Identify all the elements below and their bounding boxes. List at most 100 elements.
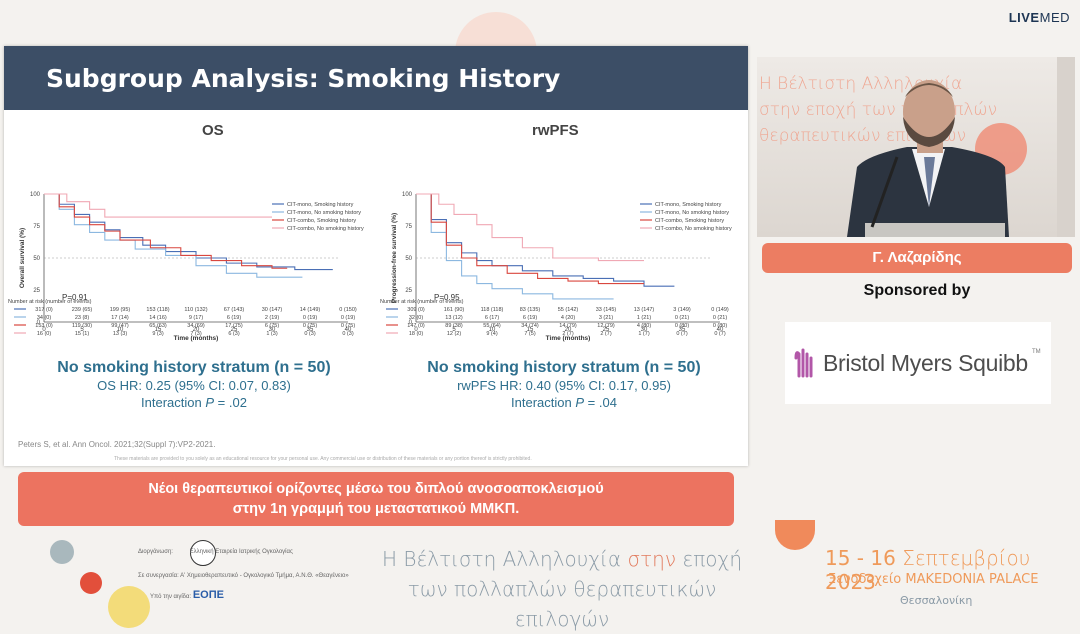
- decor-circle: [50, 540, 74, 564]
- x-tick-label: 10: [117, 327, 124, 333]
- risk-cell: 67 (143): [224, 307, 245, 313]
- risk-cell: 1 (3): [266, 331, 277, 337]
- risk-cell: 17 (75): [225, 323, 243, 329]
- risk-cell: 83 (135): [520, 307, 541, 313]
- y-axis-label: Overall survival (%): [19, 228, 26, 288]
- decor-circle: [80, 572, 102, 594]
- pfs-hr-line: rwPFS HR: 0.40 (95% CI: 0.17, 0.95): [457, 378, 671, 393]
- decor-circle: [190, 540, 216, 566]
- risk-cell: 147 (0): [407, 323, 425, 329]
- legend-entry: CIT-mono, Smoking history: [655, 202, 722, 208]
- risk-cell: 55 (142): [558, 307, 579, 313]
- x-axis-label: Time (months): [546, 335, 591, 342]
- os-panel-title: OS: [202, 122, 224, 139]
- pfs-interaction-line: Interaction P = .04: [511, 395, 617, 410]
- slide-header: Subgroup Analysis: Smoking History: [4, 46, 748, 110]
- y-tick-label: 100: [402, 192, 413, 198]
- risk-cell: 9 (4): [486, 331, 497, 337]
- risk-cell: 18 (0): [409, 331, 424, 337]
- x-tick-label: 35: [307, 327, 314, 333]
- risk-cell: 2 (7): [562, 331, 573, 337]
- x-tick-label: 40: [717, 327, 724, 333]
- x-tick-label: 30: [269, 327, 276, 333]
- risk-cell: 6 (19): [227, 315, 242, 321]
- pfs-stratum-heading: No smoking history stratum (n = 50): [427, 359, 701, 376]
- slide-title: Subgroup Analysis: Smoking History: [46, 64, 561, 93]
- speaker-person: [847, 57, 1075, 237]
- legend-entry: CIT-combo, Smoking history: [655, 218, 724, 224]
- risk-cell: 309 (0): [407, 307, 425, 313]
- risk-cell: 0 (149): [711, 307, 729, 313]
- pfs-panel-title: rwPFS: [532, 122, 579, 139]
- event-dates: 15 - 16 Σεπτεμβρίου 2023: [825, 546, 1031, 594]
- risk-cell: 0 (80): [675, 323, 690, 329]
- risk-cell: 6 (3): [228, 331, 239, 337]
- caption-banner: Νέοι θεραπευτικοί ορίζοντες μέσω του διπ…: [18, 472, 734, 526]
- risk-cell: 0 (7): [676, 331, 687, 337]
- pfs-km-chart: 100 75 50 25 00 5 10 15 20 25 30 35 40 Time (months) P…: [391, 192, 732, 342]
- x-tick-label: 25: [603, 327, 610, 333]
- risk-cell: 12 (79): [597, 323, 615, 329]
- os-stratum-summary: No smoking history stratum (n = 50) OS H…: [44, 359, 344, 411]
- x-tick-label: 5: [80, 327, 84, 333]
- risk-cell: 161 (90): [444, 307, 465, 313]
- risk-cell: 3 (149): [673, 307, 691, 313]
- km-curve: [416, 193, 675, 287]
- x-tick-label: 0: [42, 327, 46, 333]
- risk-table-header: Number at risk (number of events): [8, 299, 92, 305]
- risk-cell: 0 (3): [342, 331, 353, 337]
- x-axis-label: Time (months): [174, 335, 219, 342]
- km-curve: [44, 193, 303, 278]
- risk-cell: 0 (75): [341, 323, 356, 329]
- risk-cell: 13 (147): [634, 307, 655, 313]
- risk-cell: 33 (145): [596, 307, 617, 313]
- x-tick-label: 25: [231, 327, 238, 333]
- speaker-video: Η Βέλτιστη Αλληλουχία στην εποχή των πολλ…: [757, 57, 1075, 237]
- risk-cell: 9 (3): [152, 331, 163, 337]
- os-hr-line: OS HR: 0.25 (95% CI: 0.07, 0.83): [97, 378, 291, 393]
- risk-cell: 0 (21): [675, 315, 690, 321]
- sponsor-company-name: Bristol Myers Squibb: [823, 350, 1028, 376]
- risk-cell: 199 (95): [110, 307, 131, 313]
- presentation-slide: Subgroup Analysis: Smoking History OS rw…: [4, 46, 748, 466]
- y-tick-label: 100: [30, 192, 41, 198]
- trademark: TM: [1032, 349, 1041, 355]
- risk-cell: 6 (17): [485, 315, 500, 321]
- risk-cell: 4 (80): [637, 323, 652, 329]
- bms-logo-icon: [794, 348, 813, 378]
- risk-cell: 6 (19): [523, 315, 538, 321]
- risk-cell: 153 (0): [35, 323, 53, 329]
- risk-cell: 2 (19): [265, 315, 280, 321]
- km-curve: [416, 193, 644, 285]
- km-curve: [416, 193, 614, 300]
- x-tick-label: 15: [527, 327, 534, 333]
- y-tick-label: 50: [33, 256, 40, 262]
- x-tick-label: 20: [565, 327, 572, 333]
- os-risk-table: Number at risk (number of events) 317 (0)…: [8, 299, 357, 337]
- legend-entry: CIT-mono, No smoking history: [655, 210, 729, 216]
- km-curve: [44, 193, 272, 218]
- event-title: Η Βέλτιστη Αλληλουχία στην εποχή των πολ…: [381, 547, 742, 631]
- risk-cell: 99 (47): [111, 323, 129, 329]
- y-tick-label: 0: [409, 320, 413, 326]
- risk-cell: 30 (147): [262, 307, 283, 313]
- y-tick-label: 25: [33, 288, 40, 294]
- risk-cell: 317 (0): [35, 307, 53, 313]
- risk-cell: 13 (12): [445, 315, 463, 321]
- x-tick-label: 35: [679, 327, 686, 333]
- x-tick-label: 0: [414, 327, 418, 333]
- risk-cell: 0 (150): [339, 307, 357, 313]
- risk-cell: 3 (21): [599, 315, 614, 321]
- decor-circle: [108, 586, 150, 628]
- risk-cell: 34 (0): [37, 315, 52, 321]
- x-tick-label: 5: [452, 327, 456, 333]
- legend-entry: CIT-combo, No smoking history: [655, 226, 732, 232]
- livemed-logo: LIVEMED: [1008, 10, 1070, 25]
- org-organizer: Διοργάνωση: Ελληνική Εταιρεία Ιατρικής Ο…: [138, 549, 293, 555]
- x-tick-label: 10: [489, 327, 496, 333]
- y-axis-label: Progression-free survival (%): [391, 213, 398, 303]
- risk-cell: 0 (80): [713, 323, 728, 329]
- y-tick-label: 75: [33, 224, 40, 230]
- risk-cell: 239 (65): [72, 307, 93, 313]
- y-tick-label: 25: [405, 288, 412, 294]
